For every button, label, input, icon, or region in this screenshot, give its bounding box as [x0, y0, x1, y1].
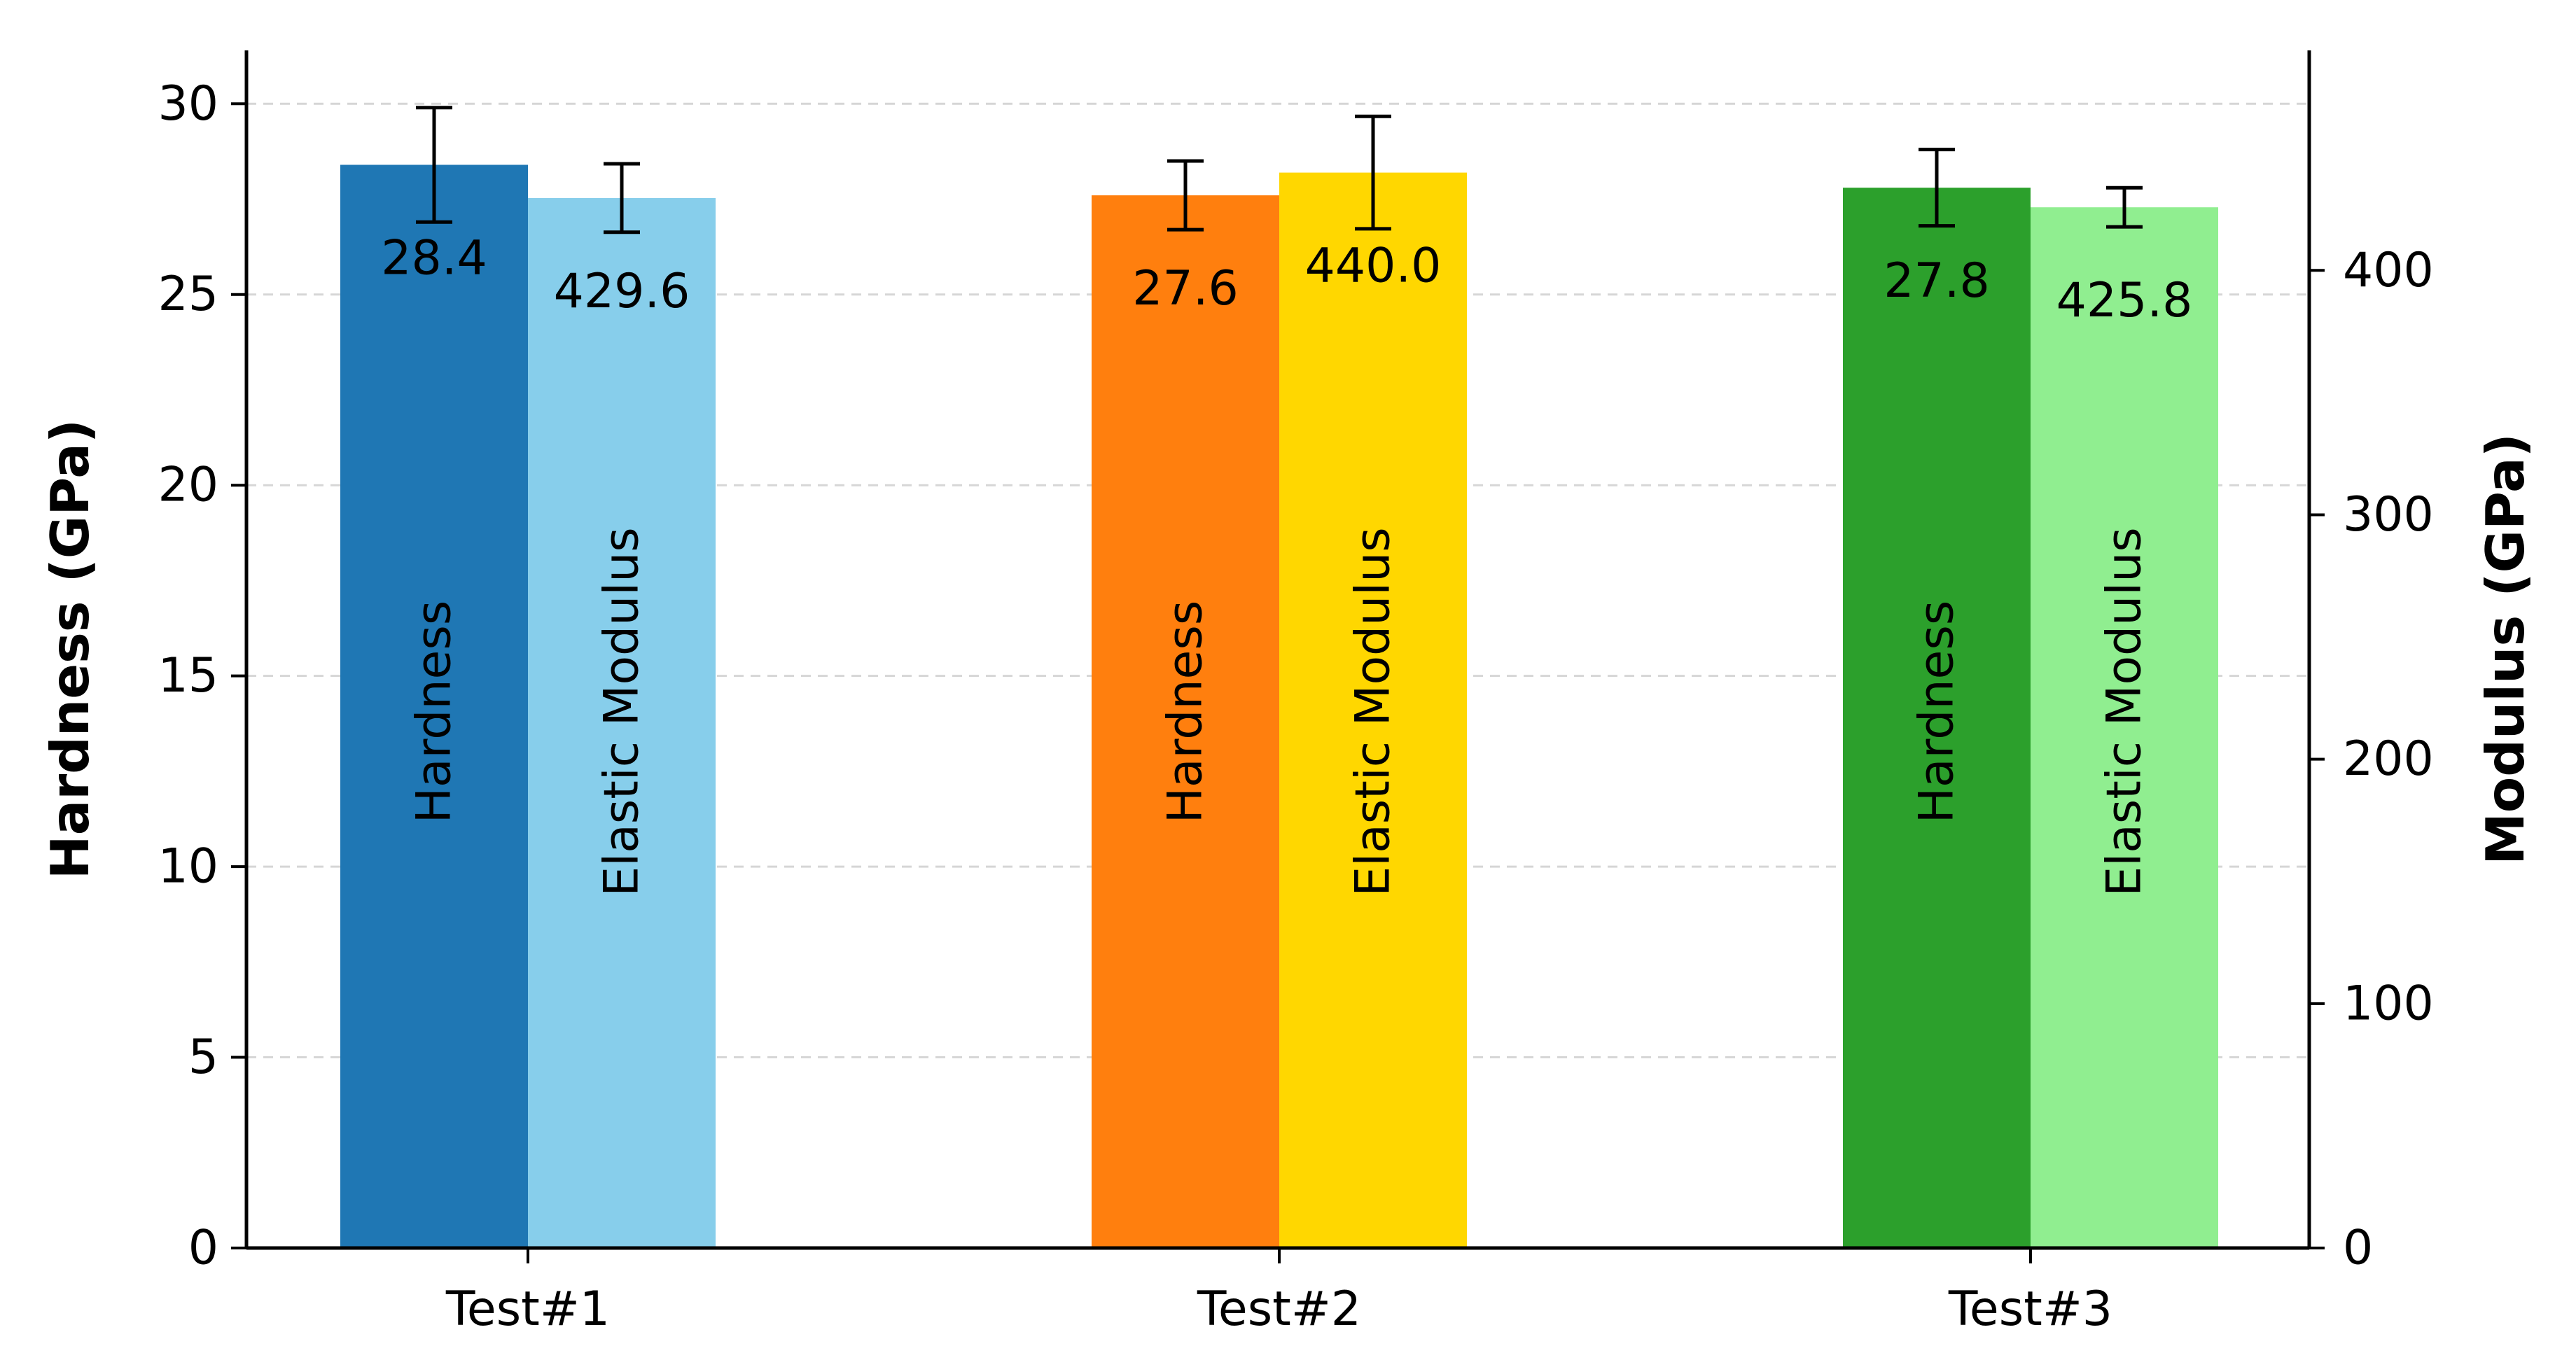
bar-modulus-1 — [528, 197, 716, 1248]
left-tick-label: 20 — [158, 458, 218, 513]
data-label: 429.6 — [554, 264, 690, 319]
data-label: 425.8 — [2056, 273, 2193, 328]
series-label: Hardness — [407, 601, 462, 824]
data-label: 27.8 — [1884, 253, 1989, 309]
series-label: Hardness — [1158, 601, 1213, 824]
right-tick-label: 0 — [2343, 1221, 2373, 1276]
data-label: 440.0 — [1305, 239, 1442, 294]
left-tick-label: 5 — [188, 1030, 218, 1085]
data-label: 27.6 — [1132, 261, 1238, 316]
error-bar — [1355, 114, 1391, 231]
error-bar — [416, 106, 452, 224]
error-bar — [604, 162, 640, 234]
right-tick-label: 400 — [2343, 243, 2434, 298]
x-tick-label: Test#3 — [1948, 1282, 2112, 1337]
axes — [231, 50, 2325, 1263]
bar-modulus-3 — [2031, 207, 2218, 1248]
bar-modulus-2 — [1279, 172, 1467, 1249]
labels: 28.4 Hardness 429.6 Elastic Modulus 27.6 Hard… — [39, 76, 2536, 1337]
series-label: Hardness — [1909, 601, 1965, 824]
left-axis-title: Hardness (GPa) — [39, 419, 101, 879]
bars — [340, 106, 2218, 1249]
left-tick-label: 30 — [158, 76, 218, 132]
x-tick-label: Test#1 — [445, 1282, 610, 1337]
error-bar — [1167, 159, 1204, 232]
series-label: Elastic Modulus — [594, 527, 650, 896]
left-tick-label: 0 — [188, 1221, 218, 1276]
series-label: Elastic Modulus — [2097, 527, 2152, 896]
error-bar — [2106, 185, 2143, 229]
right-tick-label: 200 — [2343, 731, 2434, 787]
bar-hardness-1 — [340, 164, 528, 1249]
error-bar — [1919, 148, 1955, 228]
bar-hardness-3 — [1843, 188, 2031, 1248]
left-tick-label: 15 — [158, 648, 218, 703]
data-label: 28.4 — [381, 230, 487, 286]
series-label: Elastic Modulus — [1346, 527, 1401, 896]
left-tick-label: 25 — [158, 267, 218, 322]
right-axis-title: Modulus (GPa) — [2474, 433, 2536, 865]
right-tick-label: 300 — [2343, 487, 2434, 542]
left-tick-label: 10 — [158, 839, 218, 895]
bar-hardness-2 — [1092, 195, 1279, 1248]
right-tick-label: 100 — [2343, 976, 2434, 1031]
x-tick-label: Test#2 — [1197, 1282, 1361, 1337]
